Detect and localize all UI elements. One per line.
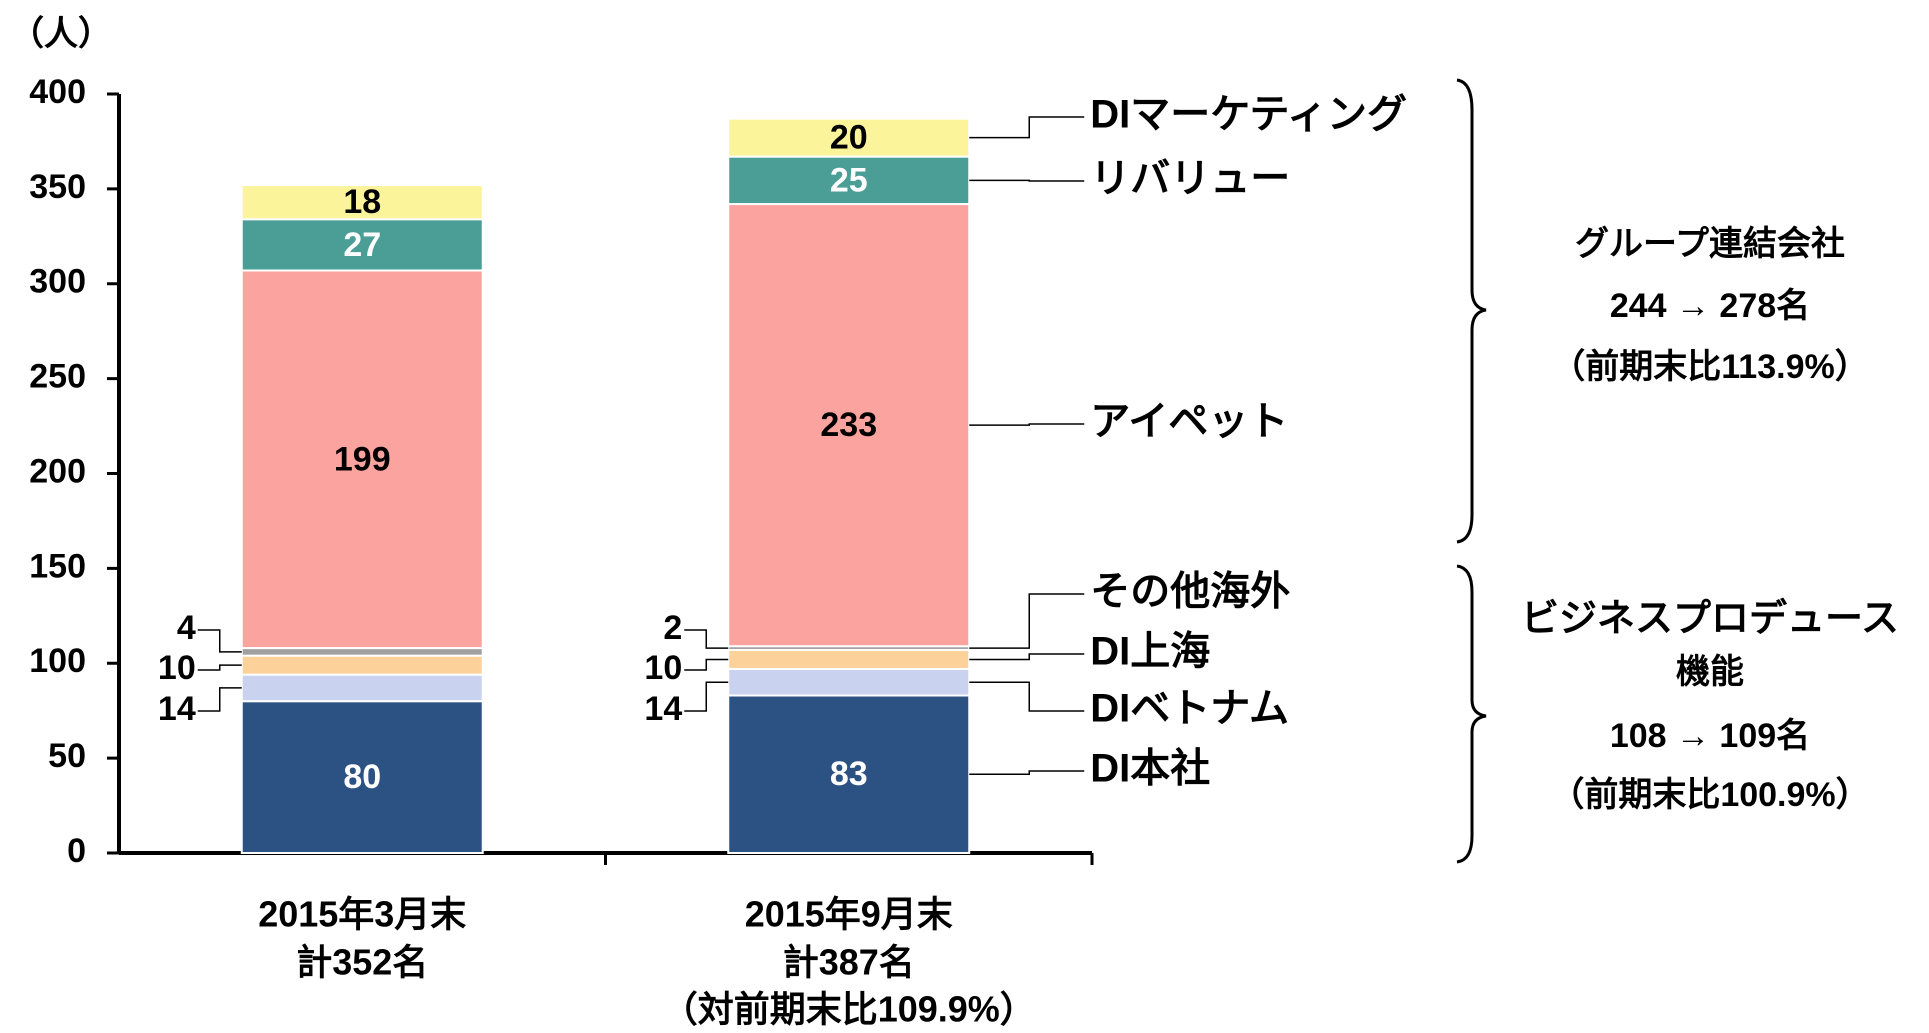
data-label: 20 <box>830 119 868 157</box>
bar-segment <box>240 700 484 855</box>
category-note: （対前期末比109.9%） <box>662 989 1036 1030</box>
leader-line <box>197 664 242 671</box>
y-unit: （人） <box>10 14 112 53</box>
data-label: 25 <box>830 161 868 199</box>
group-label: 244 → 278名 <box>1610 287 1810 325</box>
bar-segment <box>240 647 484 657</box>
legend-label: リバリュー <box>1090 157 1290 201</box>
y-tick-label: 300 <box>29 263 86 301</box>
bar-segment <box>240 673 484 703</box>
bar-segment <box>240 184 484 221</box>
category-total: 計387名 <box>783 942 915 983</box>
data-label: 2 <box>663 609 682 647</box>
y-tick-label: 0 <box>67 832 86 870</box>
legend-label: アイペット <box>1090 400 1288 444</box>
data-label: 233 <box>820 406 877 444</box>
leader-line <box>684 629 729 649</box>
legend-label: DI上海 <box>1090 630 1210 674</box>
bar-segment <box>727 203 971 648</box>
data-label: 83 <box>830 755 868 793</box>
data-label: 10 <box>158 649 196 687</box>
group-label: （前期末比113.9%） <box>1551 347 1868 386</box>
legend-label: DIマーケティング <box>1090 93 1407 137</box>
data-label: 14 <box>644 690 682 728</box>
leader-line <box>969 179 1085 182</box>
x-tick-label: 2015年3月末 <box>258 894 466 935</box>
data-label: 18 <box>343 183 381 221</box>
bar-segment <box>240 269 484 650</box>
data-label: 27 <box>343 226 381 264</box>
data-label: 4 <box>177 609 196 647</box>
group-label: （前期末比100.9%） <box>1550 775 1869 814</box>
y-tick-label: 250 <box>29 358 86 396</box>
leader-line <box>969 681 1085 712</box>
bar-segment <box>727 667 971 697</box>
y-tick-label: 200 <box>29 452 86 490</box>
data-label: 80 <box>343 758 381 796</box>
group-label: グループ連結会社 <box>1575 225 1845 263</box>
leader-line <box>969 593 1085 649</box>
data-label: 199 <box>334 440 391 478</box>
leader-line <box>197 687 242 712</box>
group-label: 108 → 109名 <box>1610 717 1810 755</box>
leader-line <box>969 770 1085 776</box>
legend-label: DIベトナム <box>1090 687 1289 731</box>
leader-line <box>684 681 729 712</box>
bar-segment <box>727 694 971 854</box>
leader-line <box>684 658 729 671</box>
bar-segment <box>727 117 971 158</box>
y-tick-label: 400 <box>29 73 86 111</box>
y-tick-label: 100 <box>29 642 86 680</box>
data-label: 14 <box>158 690 196 728</box>
y-tick-label: 150 <box>29 547 86 585</box>
x-tick-label: 2015年9月末 <box>745 894 953 935</box>
category-total: 計352名 <box>296 942 428 983</box>
leader-line <box>969 116 1085 139</box>
bar-segment <box>240 654 484 676</box>
legend-label: DI本社 <box>1090 747 1210 791</box>
y-tick-label: 50 <box>48 737 86 775</box>
leader-line <box>197 629 242 653</box>
data-label: 10 <box>644 649 682 687</box>
brace <box>1456 564 1487 864</box>
group-label: 機能 <box>1676 653 1744 691</box>
leader-line <box>969 423 1085 426</box>
leader-line <box>969 653 1085 661</box>
legend-label: その他海外 <box>1090 570 1290 614</box>
group-label: ビジネスプロデュース <box>1521 597 1899 640</box>
bar-segment <box>727 648 971 670</box>
y-tick-label: 350 <box>29 168 86 206</box>
brace <box>1456 78 1487 544</box>
